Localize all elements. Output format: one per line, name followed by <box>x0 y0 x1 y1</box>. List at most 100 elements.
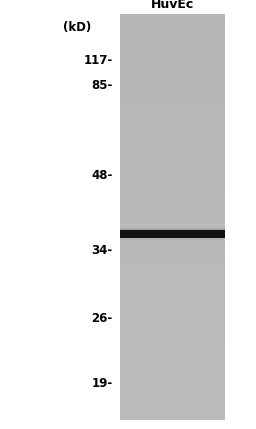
Bar <box>120 65 225 71</box>
Bar <box>120 389 225 395</box>
Bar <box>120 131 225 136</box>
Bar <box>120 227 225 229</box>
Bar <box>120 227 225 233</box>
Bar <box>120 379 225 385</box>
Bar <box>120 374 225 380</box>
Bar <box>120 247 225 253</box>
Bar <box>120 313 225 319</box>
Bar <box>120 202 225 208</box>
Bar <box>120 394 225 400</box>
Text: 19-: 19- <box>91 378 113 390</box>
Bar <box>120 110 225 116</box>
Bar <box>120 235 225 237</box>
Bar <box>120 399 225 405</box>
Bar <box>120 237 225 240</box>
Bar <box>120 15 225 420</box>
Bar <box>120 222 225 228</box>
Bar <box>120 19 225 25</box>
Bar <box>120 181 225 187</box>
Text: 48-: 48- <box>91 169 113 182</box>
Bar <box>120 384 225 390</box>
Bar <box>120 207 225 213</box>
Bar <box>120 166 225 172</box>
Bar <box>120 39 225 45</box>
Bar <box>120 121 225 127</box>
Bar <box>120 236 225 239</box>
Bar <box>120 14 225 20</box>
Text: 34-: 34- <box>91 245 113 257</box>
Bar <box>120 75 225 81</box>
Bar <box>120 233 225 236</box>
Bar <box>120 308 225 314</box>
Bar <box>120 196 225 202</box>
Bar <box>120 24 225 30</box>
Bar <box>120 85 225 91</box>
Text: (kD): (kD) <box>63 21 91 34</box>
Bar <box>120 252 225 258</box>
Bar <box>120 242 225 248</box>
Bar <box>120 217 225 223</box>
Bar <box>120 293 225 299</box>
Bar <box>120 353 225 360</box>
Bar <box>120 349 225 354</box>
Bar <box>120 80 225 86</box>
Bar <box>120 191 225 197</box>
Bar <box>120 228 225 230</box>
Bar <box>120 34 225 40</box>
Bar <box>120 54 225 60</box>
Bar <box>120 409 225 415</box>
Bar <box>120 212 225 218</box>
Bar <box>120 405 225 410</box>
Bar <box>120 237 225 243</box>
Bar <box>120 328 225 334</box>
Bar <box>120 115 225 121</box>
Bar <box>120 126 225 132</box>
Text: 117-: 117- <box>83 54 113 67</box>
Bar <box>120 100 225 106</box>
Bar <box>120 338 225 344</box>
Bar <box>120 283 225 289</box>
Bar <box>120 263 225 269</box>
Bar <box>120 60 225 66</box>
Text: 26-: 26- <box>91 312 113 325</box>
Bar <box>120 257 225 263</box>
Bar <box>120 156 225 162</box>
Bar <box>120 229 225 232</box>
Bar <box>120 318 225 324</box>
Bar <box>120 70 225 76</box>
Bar <box>120 303 225 309</box>
Bar <box>120 268 225 273</box>
Bar <box>120 90 225 96</box>
Bar <box>120 239 225 241</box>
Bar <box>120 141 225 147</box>
Bar <box>120 136 225 142</box>
Bar <box>120 344 225 350</box>
Bar <box>120 323 225 329</box>
Bar <box>120 95 225 101</box>
Bar <box>120 333 225 339</box>
Bar <box>120 298 225 304</box>
Bar <box>120 161 225 167</box>
Bar <box>120 171 225 177</box>
Bar <box>120 176 225 182</box>
Bar <box>120 106 225 111</box>
Bar <box>120 45 225 51</box>
Bar <box>120 359 225 365</box>
Bar <box>120 288 225 294</box>
Bar <box>120 230 225 233</box>
Text: HuvEc: HuvEc <box>151 0 194 11</box>
Bar <box>120 364 225 370</box>
Bar <box>120 151 225 157</box>
Bar <box>120 232 225 234</box>
Bar <box>120 187 225 192</box>
Bar <box>120 29 225 35</box>
Bar <box>120 369 225 375</box>
Bar <box>120 146 225 152</box>
Bar <box>120 278 225 284</box>
Bar <box>120 272 225 278</box>
Bar <box>120 230 225 238</box>
Bar <box>120 414 225 420</box>
Text: 85-: 85- <box>91 79 113 92</box>
Bar <box>120 232 225 238</box>
Bar <box>120 50 225 56</box>
